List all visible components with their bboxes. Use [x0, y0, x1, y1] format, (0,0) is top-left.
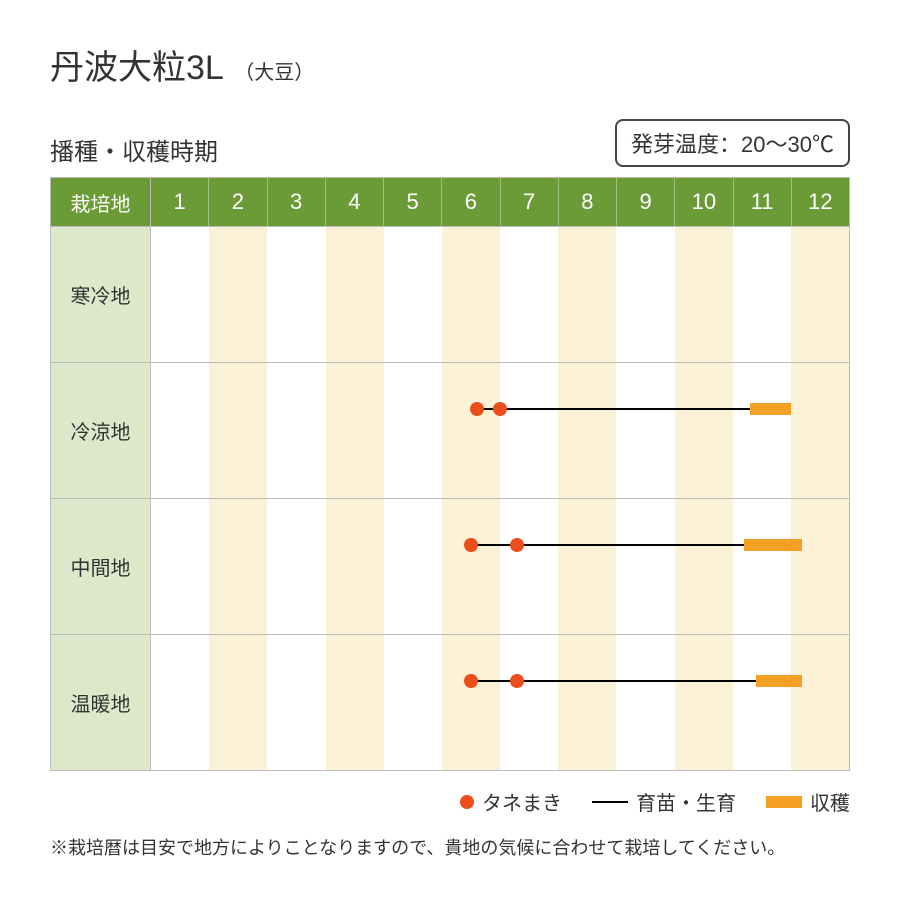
month-bg-cell — [384, 363, 442, 498]
month-bg-cell — [384, 635, 442, 770]
month-bg-cell — [151, 363, 209, 498]
month-bg-cell — [209, 499, 267, 634]
subhead: 播種・収穫時期 — [50, 132, 218, 167]
seed-dot-icon — [460, 795, 474, 809]
month-bg-cell — [442, 499, 500, 634]
month-header-cell: 2 — [209, 178, 267, 226]
month-bg-cell — [616, 635, 674, 770]
month-bg-cell — [326, 499, 384, 634]
planting-calendar-chart: 栽培地 123456789101112 寒冷地冷涼地中間地温暖地 — [50, 177, 850, 771]
month-bg-cell — [558, 363, 616, 498]
month-bg-cell — [384, 499, 442, 634]
month-bg-cell — [209, 635, 267, 770]
month-header-cell: 7 — [501, 178, 559, 226]
region-month-area — [151, 499, 849, 634]
month-bg-cell — [151, 227, 209, 362]
region-row: 中間地 — [51, 499, 849, 635]
region-label: 冷涼地 — [51, 363, 151, 498]
month-bg-cell — [326, 227, 384, 362]
legend-harvest-label: 収穫 — [810, 787, 850, 816]
region-row: 温暖地 — [51, 635, 849, 770]
month-bg-cell — [616, 499, 674, 634]
month-bg-cell — [500, 363, 558, 498]
month-header-cell: 4 — [326, 178, 384, 226]
region-row: 寒冷地 — [51, 227, 849, 363]
month-bg-cell — [733, 363, 791, 498]
month-bg-cell — [733, 635, 791, 770]
region-label: 寒冷地 — [51, 227, 151, 362]
month-bg-cell — [675, 363, 733, 498]
region-row: 冷涼地 — [51, 363, 849, 499]
region-month-area — [151, 635, 849, 770]
title-main: 丹波大粒3L — [50, 49, 224, 87]
header-label: 栽培地 — [51, 178, 151, 226]
month-bg-cell — [791, 227, 849, 362]
month-bg-cell — [326, 363, 384, 498]
month-bg-cell — [267, 363, 325, 498]
month-bg-cell — [733, 499, 791, 634]
month-header-area: 123456789101112 — [151, 178, 849, 226]
month-bg-cell — [326, 635, 384, 770]
month-header-cell: 8 — [559, 178, 617, 226]
chart-header-row: 栽培地 123456789101112 — [51, 178, 849, 227]
month-bg-cell — [209, 227, 267, 362]
month-bg-cell — [616, 227, 674, 362]
region-month-area — [151, 227, 849, 362]
month-header-cell: 5 — [384, 178, 442, 226]
legend: タネまき 育苗・生育 収穫 — [50, 787, 850, 816]
month-header-cell: 9 — [617, 178, 675, 226]
month-header-cell: 1 — [151, 178, 209, 226]
month-bg-cell — [500, 499, 558, 634]
month-bg-cell — [791, 635, 849, 770]
month-bg-cell — [500, 227, 558, 362]
month-bg-cell — [442, 227, 500, 362]
legend-grow: 育苗・生育 — [592, 787, 736, 816]
month-bg-cell — [733, 227, 791, 362]
legend-seed: タネまき — [460, 787, 562, 816]
month-bg-cell — [267, 227, 325, 362]
month-header-cell: 11 — [734, 178, 792, 226]
month-bg-cell — [500, 635, 558, 770]
month-bg-cell — [616, 363, 674, 498]
germination-temp-box: 発芽温度：20〜30℃ — [615, 119, 850, 167]
month-header-cell: 10 — [675, 178, 733, 226]
month-bg-cell — [791, 363, 849, 498]
legend-grow-label: 育苗・生育 — [636, 787, 736, 816]
harvest-bar-icon — [766, 796, 802, 808]
month-bg-cell — [558, 499, 616, 634]
legend-seed-label: タネまき — [482, 787, 562, 816]
month-bg-cell — [151, 635, 209, 770]
legend-harvest: 収穫 — [766, 787, 850, 816]
month-bg-cell — [675, 227, 733, 362]
month-bg-cell — [442, 363, 500, 498]
month-bg-cell — [558, 227, 616, 362]
grow-line-icon — [592, 801, 628, 803]
month-bg-cell — [267, 499, 325, 634]
region-label: 温暖地 — [51, 635, 151, 770]
region-label: 中間地 — [51, 499, 151, 634]
month-header-cell: 12 — [792, 178, 849, 226]
title-sub: （大豆） — [234, 62, 314, 84]
month-bg-cell — [791, 499, 849, 634]
month-header-cell: 3 — [268, 178, 326, 226]
month-bg-cell — [151, 499, 209, 634]
month-bg-cell — [267, 635, 325, 770]
region-month-area — [151, 363, 849, 498]
month-bg-cell — [675, 499, 733, 634]
month-bg-cell — [384, 227, 442, 362]
month-header-cell: 6 — [442, 178, 500, 226]
month-bg-cell — [442, 635, 500, 770]
month-bg-cell — [209, 363, 267, 498]
footnote: ※栽培暦は目安で地方によりことなりますので、貴地の気候に合わせて栽培してください… — [50, 834, 870, 860]
month-bg-cell — [558, 635, 616, 770]
month-bg-cell — [675, 635, 733, 770]
